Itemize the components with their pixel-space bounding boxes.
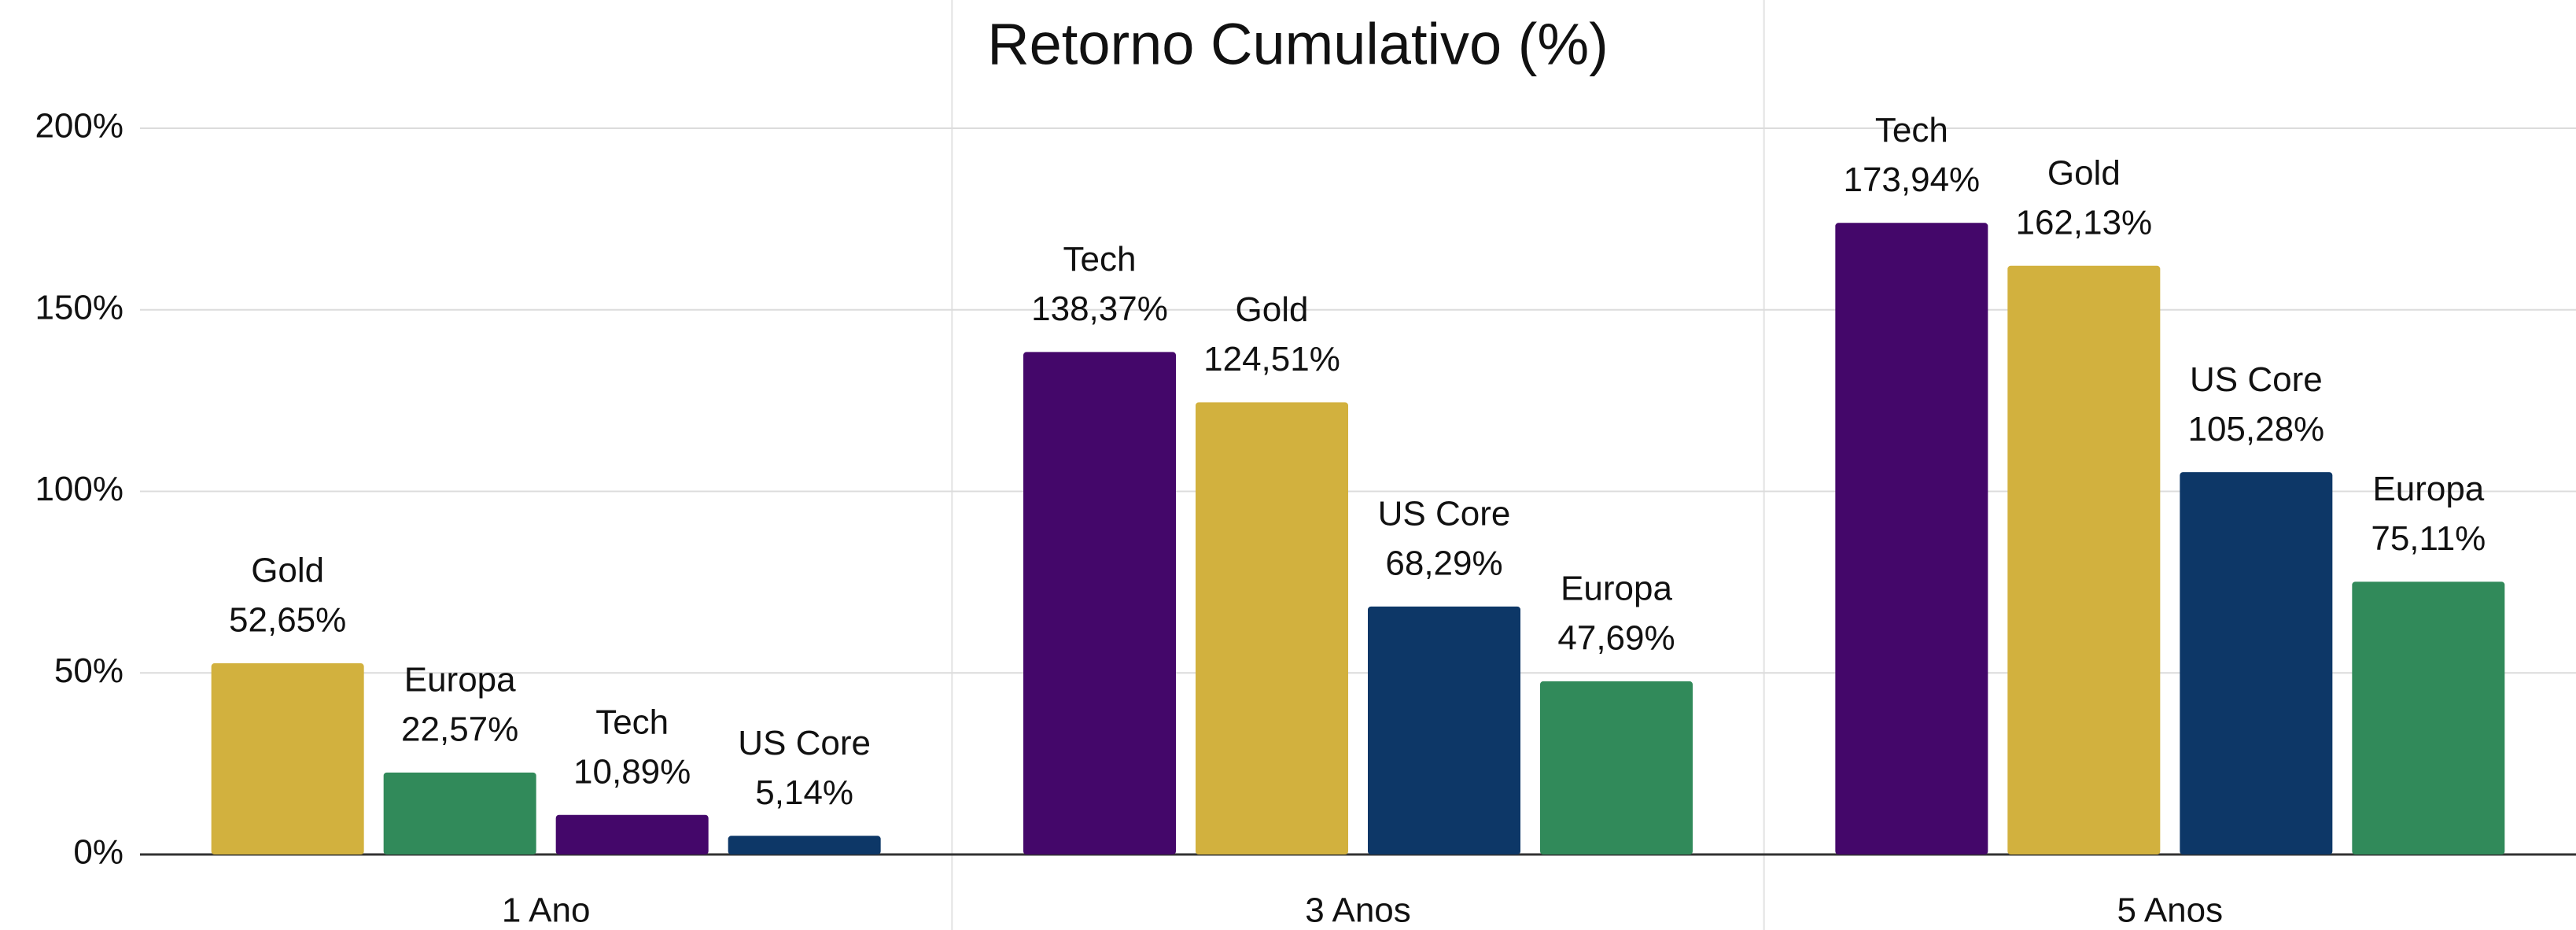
bar [211,663,364,854]
bar [728,836,881,854]
bar-name-label: Gold [1236,290,1309,329]
bar-name-label: US Core [738,724,871,762]
bar-name-label: Tech [1063,240,1137,279]
bar [555,814,709,854]
y-tick-label: 0% [73,833,123,872]
bar-value-label: 22,57% [401,710,518,748]
chart-title: Retorno Cumulativo (%) [987,12,1609,77]
y-tick-label: 50% [54,651,123,690]
bar-name-label: Gold [2047,153,2121,192]
y-tick-label: 200% [35,107,123,146]
bar-name-label: Tech [595,703,669,741]
bar-value-label: 10,89% [573,752,691,791]
y-tick-label: 100% [35,470,123,508]
bar-name-label: Gold [251,552,324,590]
bar [2007,265,2161,855]
bar-value-label: 124,51% [1203,340,1340,378]
x-tick-label: 5 Anos [2117,891,2224,930]
bar [383,772,536,854]
bar [1835,223,1988,854]
bar-name-label: Europa [1561,570,1672,608]
bar [1540,681,1693,854]
x-tick-label: 3 Anos [1305,891,1411,930]
bar [1023,352,1176,854]
bar-name-label: US Core [1378,494,1511,533]
bar-name-label: Tech [1875,111,1948,149]
bar [1368,606,1520,854]
bar [2352,581,2505,854]
bar-value-label: 138,37% [1031,290,1168,328]
bar-value-label: 105,28% [2187,410,2324,448]
bar-name-label: Europa [404,660,516,699]
bar-name-label: US Core [2190,360,2323,399]
y-tick-label: 150% [35,288,123,327]
bar-value-label: 75,11% [2371,519,2486,558]
bar-value-label: 68,29% [1385,544,1502,582]
bar-value-label: 52,65% [229,601,346,640]
bar-value-label: 173,94% [1843,161,1980,199]
bar-value-label: 162,13% [2015,203,2152,242]
bar [1196,402,1348,854]
bar-name-label: Europa [2372,470,2484,508]
bar [2180,472,2333,854]
bar-value-label: 5,14% [755,773,853,812]
x-tick-label: 1 Ano [502,891,591,930]
bar-value-label: 47,69% [1557,619,1675,658]
